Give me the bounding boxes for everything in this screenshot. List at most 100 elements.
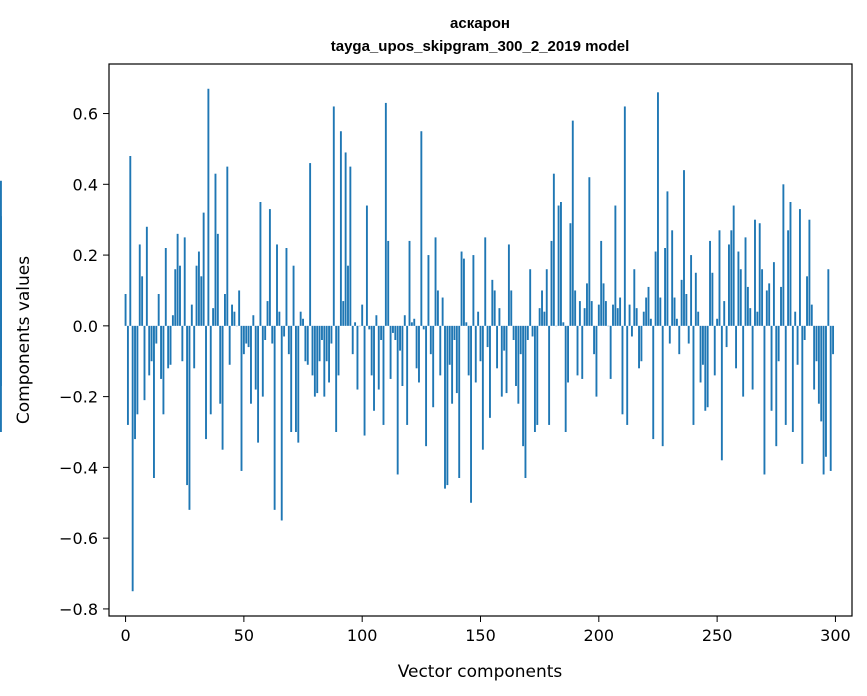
bar — [479, 325, 482, 362]
y-tick-label: 0.0 — [73, 317, 98, 336]
x-axis-label: Vector components — [398, 662, 563, 682]
bar — [436, 290, 439, 326]
bar — [302, 318, 304, 326]
bar — [701, 325, 704, 365]
bar — [507, 244, 510, 326]
bar — [171, 315, 174, 326]
x-tick-label: 100 — [347, 626, 378, 645]
bar — [250, 325, 252, 404]
bar — [290, 325, 293, 432]
bar — [323, 325, 326, 397]
y-tick-label: −0.4 — [59, 458, 98, 477]
bar — [578, 301, 581, 326]
bar — [489, 325, 491, 418]
bar — [614, 205, 617, 326]
bar — [470, 325, 472, 503]
bar — [141, 276, 144, 326]
bar — [309, 163, 312, 326]
y-tick-label: 0.6 — [73, 105, 98, 124]
bar — [164, 248, 167, 326]
bar — [337, 325, 340, 376]
bar — [526, 325, 529, 340]
bar — [389, 325, 392, 379]
bar — [205, 325, 207, 440]
bar — [254, 325, 257, 390]
bar — [280, 325, 283, 521]
bar — [813, 325, 816, 390]
bar — [706, 325, 709, 408]
bar — [711, 272, 714, 326]
bar — [649, 318, 652, 326]
bar — [271, 325, 274, 344]
bar — [477, 311, 480, 326]
bar — [754, 219, 756, 326]
bar — [746, 286, 749, 326]
bar — [529, 269, 532, 326]
bar — [190, 304, 193, 326]
bar — [496, 325, 499, 369]
bar — [413, 318, 416, 326]
bar — [791, 325, 794, 432]
bar — [155, 325, 158, 344]
bar — [332, 106, 335, 326]
bar — [418, 325, 420, 383]
bar — [283, 325, 286, 337]
bar — [588, 177, 591, 326]
bar — [699, 325, 702, 383]
bar — [683, 170, 685, 326]
bar — [647, 286, 650, 326]
bar — [817, 325, 820, 404]
bar — [709, 240, 711, 326]
bar — [432, 325, 435, 408]
bar — [370, 325, 373, 376]
bar — [822, 325, 825, 475]
bar — [351, 325, 354, 355]
bar — [276, 244, 278, 326]
bar — [408, 240, 411, 326]
bar — [543, 311, 546, 326]
bar — [744, 237, 747, 326]
bar — [758, 223, 761, 326]
bar — [219, 325, 222, 404]
bar — [671, 230, 674, 326]
bar — [505, 325, 508, 394]
bar — [0, 294, 2, 326]
bar — [564, 325, 567, 432]
bar — [444, 325, 446, 489]
bar — [756, 311, 759, 326]
bar — [735, 325, 737, 369]
bar — [498, 308, 501, 326]
bar — [481, 325, 484, 450]
bar — [136, 325, 139, 415]
bar — [666, 191, 669, 326]
bar — [299, 311, 302, 326]
bar — [439, 325, 442, 376]
bar — [626, 325, 629, 425]
bar — [768, 283, 771, 326]
bar — [304, 325, 307, 362]
bar — [493, 290, 496, 326]
bar — [377, 325, 380, 390]
bar — [832, 325, 835, 355]
bar — [694, 272, 697, 326]
bar — [268, 209, 271, 326]
chart-subtitle: tayga_upos_skipgram_300_2_2019 model — [331, 38, 630, 55]
bar — [633, 269, 636, 326]
bar — [325, 325, 328, 362]
bar — [212, 308, 215, 326]
bar — [247, 325, 250, 348]
bar — [765, 290, 768, 326]
bar — [704, 325, 707, 411]
bar — [538, 308, 541, 326]
bar — [583, 308, 586, 326]
bar — [224, 294, 226, 326]
bar — [330, 325, 333, 344]
bar — [403, 315, 406, 326]
bar — [342, 301, 345, 326]
bar — [569, 223, 572, 326]
bar — [157, 294, 160, 326]
bar — [392, 325, 394, 333]
bar — [604, 301, 607, 326]
bar — [264, 325, 267, 340]
bar — [363, 325, 366, 436]
